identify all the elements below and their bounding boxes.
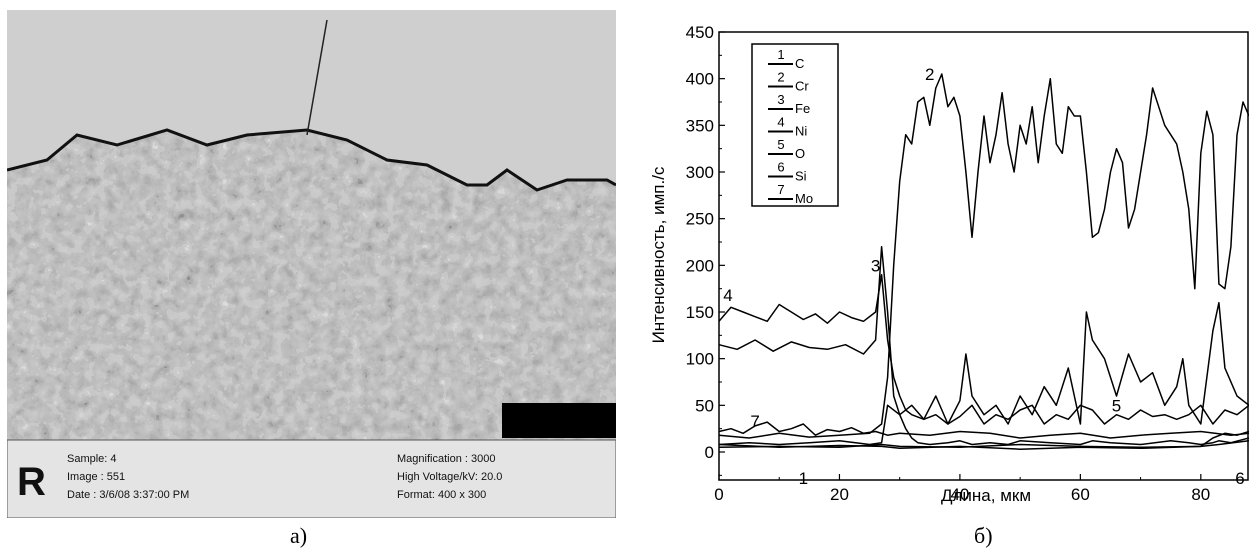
voltage-info-line: High Voltage/kV: 20.0: [397, 471, 502, 483]
microscope-logo: R: [17, 460, 46, 504]
y-axis-label: Интенсивность, имп./с: [649, 166, 668, 343]
x-axis-label: Длина, мкм: [941, 486, 1031, 505]
series-line-2: [718, 73, 1249, 439]
y-tick-label: 0: [705, 443, 714, 462]
legend-label: O: [795, 146, 805, 161]
legend-number: 7: [777, 182, 784, 197]
legend-number: 5: [777, 137, 784, 152]
legend-number: 2: [777, 70, 784, 85]
caption-b: б): [974, 523, 993, 548]
x-tick-label: 40: [950, 485, 969, 504]
date-info-line: Date : 3/6/08 3:37:00 PM: [67, 489, 189, 501]
legend-number: 3: [777, 92, 784, 107]
legend-number: 4: [777, 115, 784, 130]
y-tick-label: 100: [686, 350, 714, 369]
y-tick-label: 450: [686, 23, 714, 42]
series-annotation: 5: [1112, 396, 1121, 415]
series-annotation: 7: [750, 412, 759, 431]
legend-label: C: [795, 56, 804, 71]
legend-label: Cr: [795, 79, 809, 94]
series-annotation: 3: [871, 256, 880, 275]
sem-micrograph: R Sample: 4 Image : 551 Date : 3/6/08 3:…: [7, 10, 616, 518]
x-tick-label: 20: [830, 485, 849, 504]
series-annotation: 4: [723, 286, 732, 305]
image-info-line: Image : 551: [67, 471, 125, 483]
x-tick-label: 0: [714, 485, 723, 504]
caption-a: а): [290, 523, 308, 548]
series-line-3: [718, 245, 1249, 446]
sample-info-line: Sample: 4: [67, 453, 117, 465]
y-tick-label: 200: [686, 256, 714, 275]
legend-label: Ni: [795, 124, 807, 139]
y-tick-label: 400: [686, 70, 714, 89]
magnification-info-line: Magnification : 3000: [397, 453, 495, 465]
series-annotation: 6: [1235, 469, 1244, 488]
legend-label: Mo: [795, 191, 813, 206]
series-line-4: [718, 273, 1249, 425]
y-tick-label: 250: [686, 210, 714, 229]
series-annotation: 1: [799, 469, 808, 488]
plot-frame: [718, 31, 1249, 481]
legend-label: Fe: [795, 101, 810, 116]
y-tick-label: 300: [686, 163, 714, 182]
series-line-5: [718, 301, 1249, 446]
series-line-7: [718, 421, 1249, 439]
y-tick-label: 50: [695, 396, 714, 415]
legend-box: [751, 43, 839, 207]
legend-label: Si: [795, 169, 807, 184]
y-tick-label: 150: [686, 303, 714, 322]
format-info-line: Format: 400 x 300: [397, 489, 486, 501]
x-tick-label: 60: [1071, 485, 1090, 504]
legend-number: 6: [777, 160, 784, 175]
legend-number: 1: [777, 47, 784, 62]
series-line-1: [718, 440, 1249, 450]
y-tick-label: 350: [686, 116, 714, 135]
x-tick-label: 80: [1191, 485, 1210, 504]
series-annotation: 2: [925, 65, 934, 84]
